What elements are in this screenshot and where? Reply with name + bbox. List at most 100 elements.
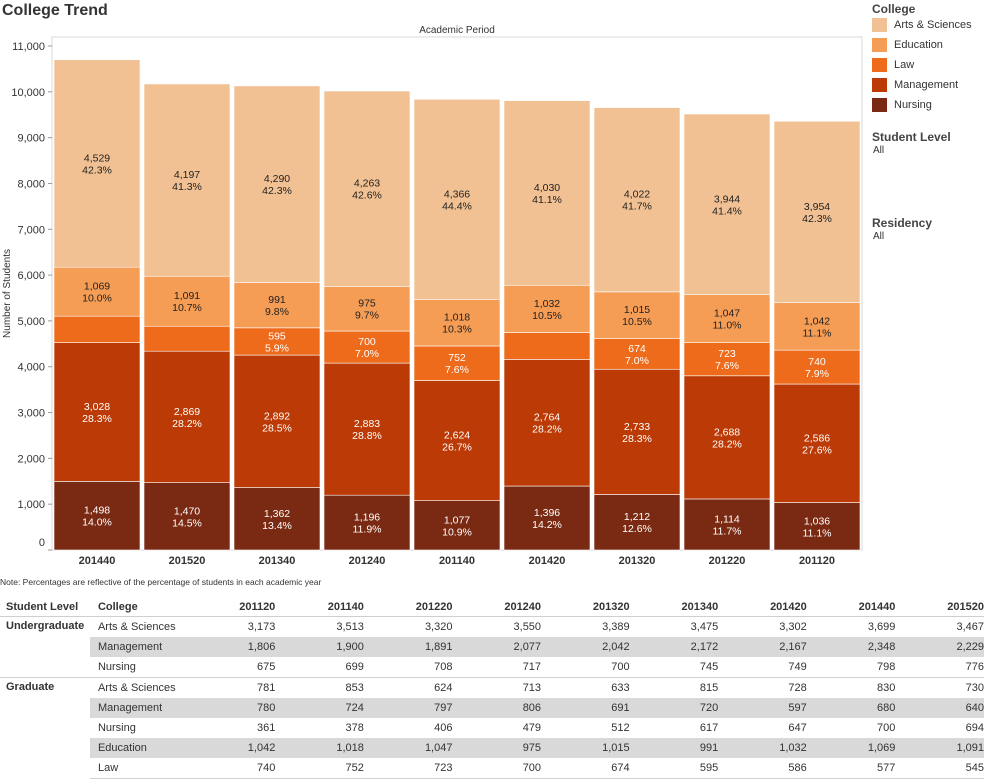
value-cell: 674 (541, 758, 630, 779)
value-cell: 797 (363, 698, 453, 718)
bar-segment[interactable] (53, 481, 141, 551)
data-label: 674 (628, 343, 646, 355)
data-label-pct: 41.1% (532, 194, 562, 206)
data-label-pct: 14.5% (172, 517, 202, 529)
value-cell: 3,320 (363, 616, 453, 637)
value-cell: 1,047 (363, 738, 453, 758)
header-student-level[interactable]: Student Level (0, 598, 90, 617)
y-tick-label: 10,000 (11, 87, 45, 99)
data-label: 595 (268, 330, 286, 342)
filter-value-residency[interactable]: All (873, 231, 885, 242)
bar-segment[interactable] (233, 85, 321, 283)
bar-segment[interactable] (323, 494, 411, 551)
bar-segment[interactable] (413, 345, 501, 381)
value-cell: 3,550 (452, 616, 542, 637)
header-period[interactable]: 201220 (363, 598, 453, 617)
bar-segment[interactable] (683, 498, 771, 551)
value-cell: 3,699 (806, 616, 896, 637)
header-college[interactable]: College (89, 598, 180, 617)
bar-segment[interactable] (53, 342, 141, 482)
bar-segment[interactable] (593, 338, 681, 370)
data-label-pct: 26.7% (442, 442, 472, 454)
bar-segment[interactable] (143, 482, 231, 551)
bar-segment[interactable] (143, 325, 231, 352)
bar-segment[interactable] (233, 282, 321, 329)
table-row: Management 1,806 1,900 1,891 2,077 2,042 2,172… (0, 637, 984, 657)
table-row: Education 1,042 1,018 1,047 975 1,015 991 1,032… (0, 738, 984, 758)
bar-segment[interactable] (503, 284, 591, 333)
bar-segment[interactable] (53, 59, 141, 268)
bar-segment[interactable] (323, 330, 411, 364)
bar-segment[interactable] (413, 500, 501, 551)
data-label-pct: 27.6% (802, 444, 832, 456)
bar-segment[interactable] (683, 294, 771, 343)
legend-item-law[interactable]: Law (872, 57, 914, 73)
bar-segment[interactable] (683, 342, 771, 377)
header-period[interactable]: 201120 (179, 598, 276, 617)
bar-segment[interactable] (233, 354, 321, 488)
data-label-pct: 10.0% (82, 293, 112, 305)
legend-item-management[interactable]: Management (872, 77, 958, 93)
legend-item-nursing[interactable]: Nursing (872, 97, 932, 113)
bar-segment[interactable] (233, 327, 321, 356)
bar-segment[interactable] (413, 380, 501, 501)
data-label: 4,197 (174, 169, 200, 181)
data-table: Student Level College 201120 201140 2012… (0, 598, 984, 779)
value-cell: 586 (718, 758, 807, 779)
value-cell: 724 (275, 698, 364, 718)
bar-segment[interactable] (503, 485, 591, 551)
bar-segment[interactable] (593, 494, 681, 551)
bar-segment[interactable] (773, 502, 861, 551)
value-cell: 745 (699, 661, 719, 673)
student-level-cell: Undergraduate (0, 616, 90, 678)
bar-segment[interactable] (683, 375, 771, 500)
table-row: Nursing 675 699 708 717 700 745 749 798 776 (0, 657, 984, 678)
bar-segment[interactable] (233, 487, 321, 551)
header-period[interactable]: 201340 (629, 598, 719, 617)
data-label-pct: 9.7% (355, 310, 379, 322)
value-cell: 3,475 (629, 616, 719, 637)
bar-segment[interactable] (773, 349, 861, 385)
bar-segment[interactable] (323, 286, 411, 332)
bar-segment[interactable] (593, 107, 681, 293)
legend-label: Law (894, 59, 915, 71)
value-cell: 728 (718, 677, 807, 698)
bar-segment[interactable] (323, 90, 411, 287)
value-cell: 1,069 (806, 738, 896, 758)
bar-segment[interactable] (413, 98, 501, 300)
bar-segment[interactable] (503, 359, 591, 487)
data-label: 1,047 (714, 308, 740, 320)
bar-segment[interactable] (53, 315, 141, 343)
data-label-pct: 28.2% (532, 424, 562, 436)
bar-segment[interactable] (593, 291, 681, 339)
bar-segment[interactable] (773, 302, 861, 351)
data-label-pct: 28.2% (712, 438, 742, 450)
value-cell: 3,467 (895, 616, 984, 637)
bar-segment[interactable] (773, 120, 861, 303)
filter-value-student-level[interactable]: All (873, 145, 885, 156)
bar-segment[interactable] (683, 113, 771, 296)
bar-segment[interactable] (53, 266, 141, 317)
legend-item-arts-sciences[interactable]: Arts & Sciences (872, 17, 972, 33)
data-label: 4,290 (264, 173, 290, 185)
bar-segment[interactable] (593, 368, 681, 495)
footnote: Note: Percentages are reflective of the … (0, 577, 322, 587)
header-period[interactable]: 201320 (541, 598, 630, 617)
legend-item-education[interactable]: Education (872, 37, 943, 53)
table-row: Management 780 724 797 806 691 720 597 680 640 (0, 698, 984, 718)
header-period[interactable]: 201520 (895, 598, 984, 617)
bar-segment[interactable] (143, 83, 231, 277)
value-cell: 624 (363, 677, 453, 698)
bar-segment[interactable] (413, 299, 501, 347)
bar-segment[interactable] (323, 362, 411, 496)
bar-segment[interactable] (503, 332, 591, 360)
header-period[interactable]: 201140 (275, 598, 364, 617)
bar-segment[interactable] (773, 383, 861, 503)
bar-segment[interactable] (503, 100, 591, 286)
data-label-pct: 11.7% (713, 525, 742, 537)
header-period[interactable]: 201240 (452, 598, 542, 617)
header-period[interactable]: 201440 (806, 598, 896, 617)
bar-segment[interactable] (143, 350, 231, 483)
data-label: 2,586 (804, 432, 830, 444)
header-period[interactable]: 201420 (718, 598, 807, 617)
